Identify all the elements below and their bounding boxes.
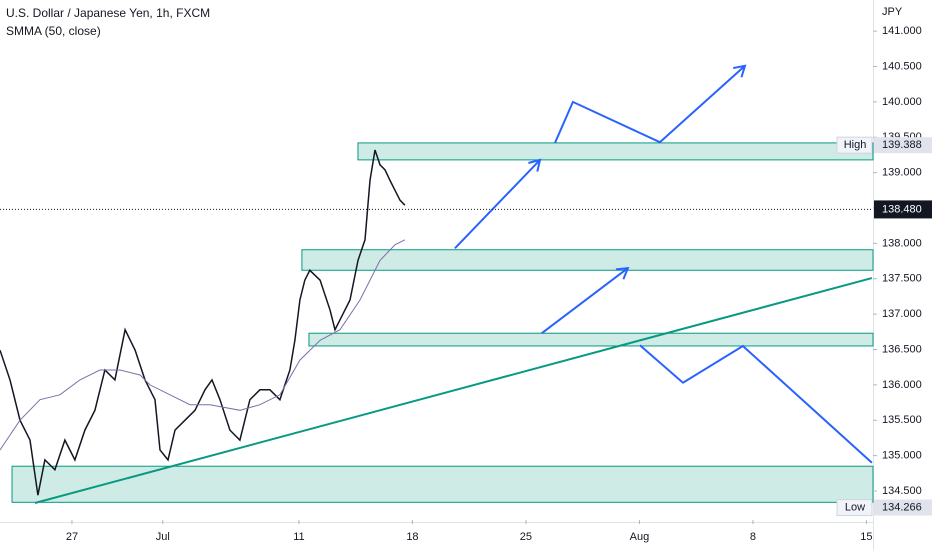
- level-name-box: [836, 136, 873, 154]
- level-name: High: [844, 139, 867, 151]
- projection: [639, 344, 873, 464]
- x-tick-label: 25: [520, 531, 532, 543]
- arrowhead: [615, 266, 630, 280]
- y-tick-label: 140.000: [882, 96, 922, 108]
- zone: [301, 249, 874, 271]
- x-tick-label: Jul: [156, 531, 170, 543]
- indicator-label: SMMA (50, close): [6, 24, 101, 38]
- projection: [454, 159, 541, 249]
- last-price-box: [874, 200, 932, 219]
- y-tick-label: 137.000: [882, 308, 922, 320]
- y-tick-label: 135.000: [882, 450, 922, 462]
- x-tick-label: 27: [66, 531, 78, 543]
- axis-unit: JPY: [882, 6, 903, 18]
- projection: [554, 65, 746, 144]
- x-tick-label: 8: [750, 531, 756, 543]
- level-value: 134.266: [882, 501, 922, 513]
- projection: [541, 267, 629, 334]
- trendline: [34, 277, 873, 504]
- y-tick-label: 136.000: [882, 379, 922, 391]
- chart-title: U.S. Dollar / Japanese Yen, 1h, FXCM: [6, 6, 210, 20]
- y-tick-label: 134.500: [882, 485, 922, 497]
- y-tick-label: 139.000: [882, 167, 922, 179]
- last-price-label: 138.480: [882, 203, 922, 215]
- x-tick-label: 11: [293, 531, 304, 543]
- y-tick-label: 135.500: [882, 414, 922, 426]
- level-value: 139.388: [882, 139, 922, 151]
- zone: [11, 465, 874, 503]
- y-tick-label: 140.500: [882, 60, 922, 72]
- zone: [308, 332, 874, 347]
- y-tick-label: 141.000: [882, 25, 922, 37]
- arrowhead: [733, 64, 747, 78]
- x-tick-label: 15: [860, 531, 872, 543]
- x-tick-label: 18: [406, 531, 418, 543]
- level-name-box: [836, 499, 873, 517]
- level-name: Low: [845, 501, 865, 513]
- level-value-box: [874, 137, 932, 154]
- level-value-box: [874, 499, 932, 516]
- plot-area: [0, 64, 874, 504]
- price-line: [0, 149, 406, 496]
- y-tick-label: 136.500: [882, 343, 922, 355]
- price-line: [0, 239, 406, 451]
- zone: [357, 142, 874, 161]
- arrowhead: [528, 158, 542, 172]
- y-tick-label: 138.000: [882, 237, 922, 249]
- y-tick-label: 137.500: [882, 273, 922, 285]
- x-tick-label: Aug: [630, 531, 650, 543]
